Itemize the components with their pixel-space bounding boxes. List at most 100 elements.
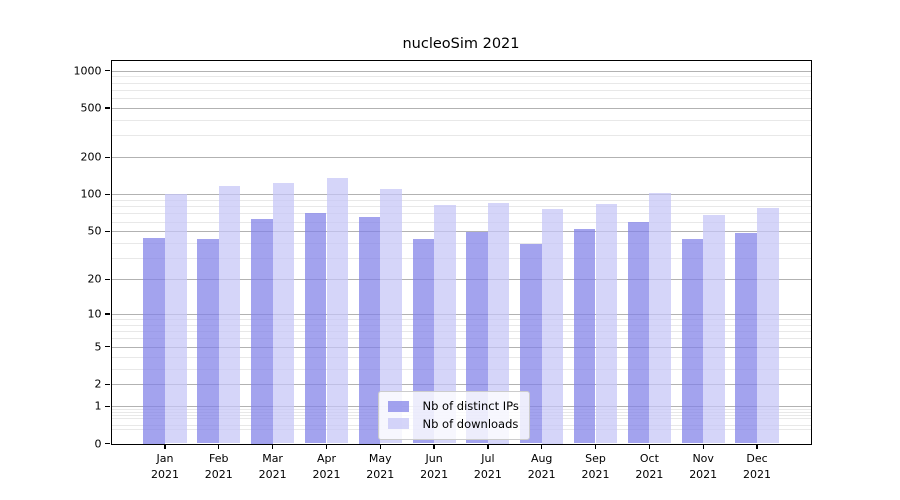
x-tick [648,445,650,449]
minor-gridline [111,243,811,244]
bar-downloads-dec [757,208,779,444]
y-tick [104,278,110,280]
minor-gridline [111,135,811,137]
bar-downloads-nov [703,214,725,444]
x-tick-label: Oct 2021 [635,451,664,482]
minor-gridline [111,200,811,201]
x-tick [756,445,758,449]
bar-downloads-may [380,189,402,444]
x-tick-label: Jul 2021 [473,451,502,482]
x-tick-label: Dec 2021 [743,451,771,482]
x-tick [325,445,328,449]
bar-downloads-mar [272,182,295,444]
minor-gridline [111,82,811,84]
x-tick-label: Feb 2021 [204,451,233,482]
legend-label-distinct-ips: Nb of distinct IPs [422,399,519,414]
major-gridline [111,314,811,315]
plot-area: Nb of distinct IPs Nb of downloads 0 1 2 5 1… [74,59,812,481]
major-gridline [111,107,811,109]
legend-item-distinct-ips: Nb of distinct IPs [387,398,519,416]
major-gridline [111,157,811,159]
minor-gridline [111,324,811,326]
y-tick [104,230,110,232]
x-tick-label: May 2021 [366,451,395,482]
x-tick-label: Nov 2021 [689,451,718,482]
major-gridline [111,231,811,233]
minor-gridline [111,258,811,260]
bar-distinct-ips-may [358,216,381,444]
y-tick-label: 1 [94,399,102,413]
major-gridline [111,279,811,281]
y-tick-label: 1000 [73,64,102,77]
y-tick [104,405,110,407]
major-gridline [111,194,811,196]
x-tick-label: Aug 2021 [527,451,556,482]
y-tick [104,69,110,72]
y-tick [104,442,110,445]
y-tick [104,156,110,158]
bar-downloads-aug [541,209,564,444]
bar-downloads-jul [487,203,510,444]
y-tick-label: 500 [80,101,102,115]
legend-label-downloads: Nb of downloads [422,416,519,431]
legend: Nb of distinct IPs Nb of downloads [377,390,530,440]
minor-gridline [111,206,811,208]
minor-gridline [111,89,811,91]
y-tick-label: 2 [94,377,102,391]
bar-distinct-ips-sep [573,229,596,444]
y-tick-label: 5 [94,340,102,354]
bar-downloads-jan [165,193,187,444]
legend-item-downloads: Nb of downloads [387,415,519,433]
x-tick-label: Jan 2021 [151,451,179,482]
y-tick-label: 50 [87,224,102,238]
x-tick [487,445,489,449]
x-tick [702,445,704,449]
y-tick [104,346,110,348]
minor-gridline [111,338,811,340]
y-tick [104,107,110,109]
bar-distinct-ips-oct [627,222,650,444]
bar-downloads-jun [434,204,456,444]
major-gridline [111,70,811,72]
y-tick-label: 0 [94,437,102,450]
minor-gridline [111,213,811,215]
bar-downloads-sep [595,204,618,444]
x-tick [594,445,597,449]
bar-distinct-ips-mar [251,219,273,444]
y-tick [104,383,110,385]
x-tick [164,445,166,449]
bar-distinct-ips-apr [304,212,327,444]
x-tick-label: Sep 2021 [581,451,610,482]
x-tick [272,445,274,449]
bar-distinct-ips-jan [143,238,165,444]
y-tick [104,313,110,315]
minor-gridline [111,119,811,121]
minor-gridline [111,331,811,333]
y-tick-label: 200 [80,150,102,164]
y-tick-label: 100 [80,187,102,201]
minor-gridline [111,76,811,78]
x-tick-label: Apr 2021 [312,451,341,482]
bar-distinct-ips-feb [197,239,219,444]
bar-distinct-ips-nov [681,239,704,444]
x-tick-label: Mar 2021 [258,451,287,482]
minor-gridline [111,368,811,370]
x-tick [218,445,220,449]
major-gridline [111,384,811,386]
minor-gridline [111,319,811,321]
minor-gridline [111,221,811,223]
y-tick [104,193,110,195]
bar-downloads-feb [218,185,241,444]
major-gridline [111,346,811,348]
x-tick [541,445,543,449]
chart-title: nucleoSim 2021 [402,36,520,52]
y-tick-label: 10 [87,307,102,321]
legend-swatch-distinct-ips [387,400,409,412]
minor-gridline [111,356,811,358]
x-tick [433,445,435,449]
bar-downloads-apr [326,177,349,444]
minor-gridline [111,98,811,99]
y-tick-label: 20 [87,272,102,286]
x-tick-label: Jun 2021 [420,451,449,482]
